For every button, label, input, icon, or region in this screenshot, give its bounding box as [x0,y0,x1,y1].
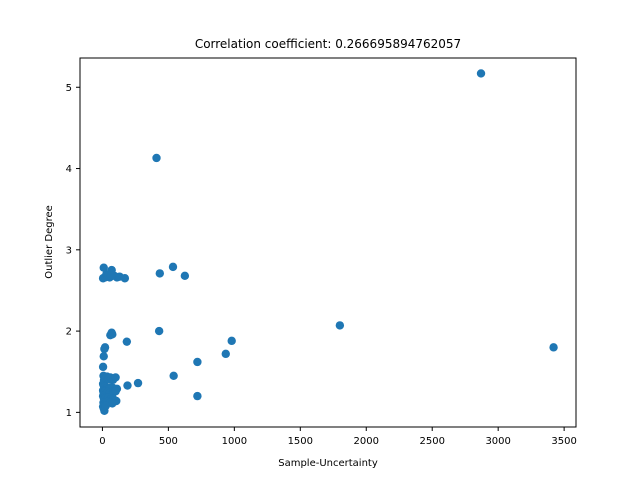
data-point [101,401,110,411]
y-tick-label: 5 [66,83,72,94]
data-point [108,399,117,408]
x-tick-label: 3000 [485,436,510,447]
x-tick-label: 1500 [288,436,313,447]
x-tick-label: 2500 [419,436,444,447]
data-point [476,69,486,78]
y-tick-label: 4 [66,164,72,175]
data-point [169,371,178,380]
plot-frame [79,57,577,428]
y-axis: 1 2 3 4 5 [66,83,80,419]
data-point [122,337,132,346]
y-axis-label: Outlier Degree [44,205,55,279]
data-point [123,381,132,390]
x-tick-label: 2000 [354,436,379,447]
x-axis: 0 500 1000 1500 2000 2500 3000 3500 [99,427,577,447]
x-tick-label: 500 [159,436,178,447]
data-point [227,336,236,346]
data-point [108,330,117,339]
data-point [120,274,130,283]
x-tick-label: 0 [99,436,105,447]
data-point [335,321,345,330]
data-point [152,153,161,163]
data-point [106,271,116,281]
data-point [549,343,558,352]
data-point [193,391,202,401]
data-point [98,362,108,372]
data-point [111,387,120,396]
data-point [180,271,190,281]
data-point [99,352,108,361]
x-axis-label: Sample-Uncertainty [278,458,378,469]
data-point [193,357,202,367]
data-point [99,263,108,272]
data-point [111,373,120,382]
data-point [133,378,143,388]
data-point [100,343,110,352]
y-tick-label: 3 [66,245,72,256]
y-tick-label: 2 [66,327,72,338]
x-tick-label: 3500 [551,436,576,447]
data-point [154,326,164,336]
y-tick-label: 1 [66,408,72,419]
data-point [168,262,178,272]
x-tick-label: 1000 [222,436,247,447]
data-points [98,69,558,415]
data-point [221,349,230,359]
data-point [155,269,165,278]
chart-title: Correlation coefficient: 0.2666958947620… [195,37,461,51]
